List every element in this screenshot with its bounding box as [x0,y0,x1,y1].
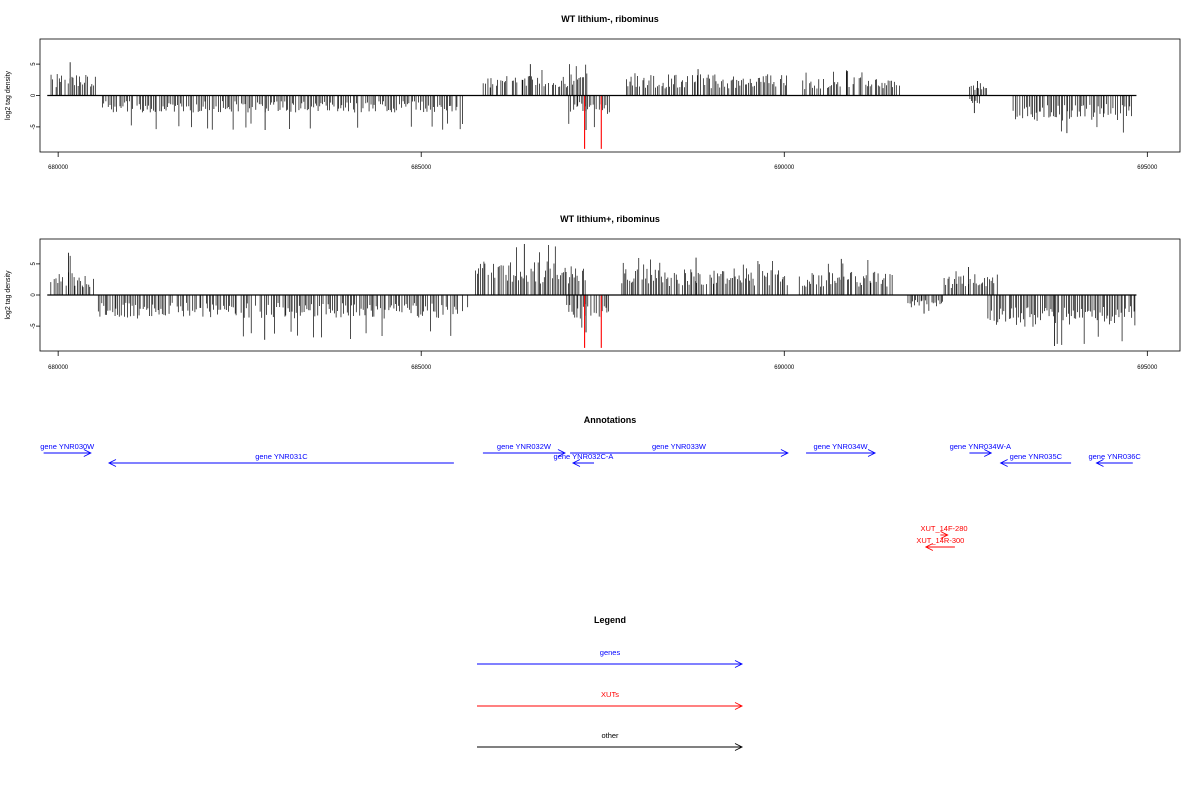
legend-title: Legend [594,615,626,625]
feature-label: gene YNR033W [652,442,707,451]
arrow-head [571,459,581,467]
arrow-head [734,743,744,751]
y-axis-label: log2 tag density [5,70,12,120]
feature-label: gene YNR032W [497,442,552,451]
y-tick-label: -5 [31,124,37,130]
arrow-head [734,702,744,710]
arrow-head [984,449,993,457]
x-tick-label: 690000 [774,165,795,171]
x-tick-label: 695000 [1137,165,1158,171]
coverage-panel-1: WT lithium-, ribominus -5 0 5 log2 tag densi… [5,14,1181,171]
feature-label: gene YNR035C [1010,452,1063,461]
arrow-head [107,459,117,467]
coverage-panel-2: WT lithium+, ribominus -5 0 5 log2 tag densi… [5,214,1181,371]
y-tick-label: 0 [31,293,37,297]
feature-xut-14r-300: XUT_14R-300 [916,536,964,551]
y-tick-label: 5 [31,262,37,266]
density-bars [50,62,1132,134]
panel-title: WT lithium-, ribominus [561,14,659,24]
legend-item-xuts: XUTs [477,690,744,710]
annotations-title: Annotations [584,415,637,425]
arrow-head [867,449,877,457]
legend-arrow [477,660,744,668]
feature-gene-ynr036c: gene YNR036C [1088,452,1141,467]
feature-gene-ynr034w-a: gene YNR034W-A [950,442,1011,457]
x-tick-label: 680000 [48,165,69,171]
feature-label: gene YNR036C [1088,452,1141,461]
feature-xut-14f-280: XUT_14F-280 [920,524,968,539]
feature-label: gene YNR030W [40,442,95,451]
y-tick-label: 0 [31,93,37,97]
x-tick-label: 690000 [774,365,795,371]
feature-arrow [43,449,92,457]
panel-title: WT lithium+, ribominus [560,214,660,224]
arrow-head [557,449,566,457]
y-tick-label: 5 [31,62,37,66]
arrow-head [734,660,744,668]
x-tick-label: 685000 [411,365,432,371]
legend-arrow [477,702,744,710]
x-tick-label: 680000 [48,365,69,371]
arrow-head [1095,459,1104,467]
feature-arrow [969,449,993,457]
legend-item-other: other [477,731,744,751]
feature-arrow [940,531,949,539]
feature-arrow [571,459,595,467]
y-tick-label: -5 [31,323,37,329]
feature-gene-ynr032c-a: gene YNR032C-A [554,452,614,467]
feature-label: XUT_14F-280 [920,524,967,533]
feature-gene-ynr031c: gene YNR031C [107,452,454,467]
feature-gene-ynr034w: gene YNR034W [806,442,877,457]
legend-label: other [601,731,619,740]
arrow-head [999,459,1008,467]
feature-arrow [806,449,877,457]
feature-label: gene YNR034W [814,442,869,451]
legend-label: XUTs [601,690,619,699]
x-tick-label: 685000 [411,165,432,171]
feature-gene-ynr030w: gene YNR030W [40,442,95,457]
y-axis-label: log2 tag density [5,270,12,320]
legend-label: genes [600,648,621,657]
legend-arrow [477,743,744,751]
feature-arrow [924,543,955,551]
legend-item-genes: genes [477,648,744,668]
feature-arrow [570,449,789,457]
arrow-head [924,543,934,551]
annotation-track: Annotations gene YNR030W gene YNR031C gene … [40,415,1141,551]
feature-gene-ynr032w: gene YNR032W [482,442,566,457]
feature-label: gene YNR034W-A [950,442,1011,451]
legend: Legend genes XUTs other [477,615,744,751]
arrow-head [83,449,92,457]
feature-label: gene YNR031C [255,452,308,461]
feature-gene-ynr033w: gene YNR033W [570,442,789,457]
arrow-head [940,531,949,539]
density-bars [50,243,1136,347]
feature-label: gene YNR032C-A [554,452,614,461]
feature-label: XUT_14R-300 [916,536,964,545]
feature-arrow [107,459,454,467]
arrow-head [780,449,789,457]
x-tick-label: 695000 [1137,365,1158,371]
feature-arrow [1095,459,1133,467]
feature-arrow [482,449,566,457]
feature-gene-ynr035c: gene YNR035C [999,452,1072,467]
feature-arrow [999,459,1072,467]
